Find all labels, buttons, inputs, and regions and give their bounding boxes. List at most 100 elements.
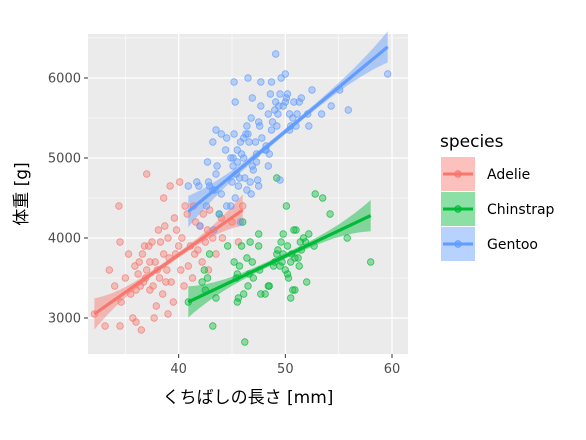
data-point xyxy=(146,258,154,266)
data-point xyxy=(297,94,305,102)
data-point xyxy=(194,246,202,254)
data-point xyxy=(252,158,261,166)
data-point xyxy=(319,194,327,202)
data-point xyxy=(237,150,246,158)
data-point xyxy=(159,250,168,258)
data-point xyxy=(255,230,263,238)
data-point xyxy=(249,166,257,174)
data-point xyxy=(273,122,281,130)
data-point xyxy=(343,234,351,242)
data-point xyxy=(169,298,177,306)
data-point xyxy=(251,138,260,146)
data-point xyxy=(295,262,303,270)
data-point xyxy=(151,258,159,266)
data-point xyxy=(167,278,175,286)
data-point xyxy=(177,266,185,274)
data-point xyxy=(244,74,252,82)
data-point xyxy=(217,130,225,138)
data-point xyxy=(152,302,160,310)
data-point xyxy=(255,182,263,190)
data-point xyxy=(295,98,303,106)
data-point xyxy=(281,70,289,78)
data-point xyxy=(274,110,282,118)
data-point xyxy=(202,202,211,210)
x-axis-ticks: 40 50 60 xyxy=(170,354,400,377)
data-point xyxy=(272,50,280,58)
legend-key-point xyxy=(454,170,462,178)
regression-line xyxy=(93,208,244,316)
data-point xyxy=(242,130,250,138)
data-point xyxy=(183,210,191,218)
data-point xyxy=(198,278,206,286)
data-point xyxy=(249,274,257,282)
data-point xyxy=(227,154,235,162)
data-point xyxy=(150,314,158,322)
data-point xyxy=(124,250,133,258)
data-point xyxy=(384,70,392,78)
data-point xyxy=(282,202,291,210)
data-point xyxy=(264,110,272,118)
data-point xyxy=(239,154,248,162)
data-point xyxy=(212,126,220,134)
legend-keys: Adelie Chinstrap Gentoo xyxy=(441,157,555,261)
data-point xyxy=(217,190,225,198)
data-point xyxy=(257,78,265,86)
data-point xyxy=(155,274,164,282)
data-point xyxy=(217,214,225,222)
data-point xyxy=(193,178,201,186)
data-point xyxy=(163,266,171,274)
data-point xyxy=(243,122,251,130)
data-point xyxy=(184,262,192,270)
data-point xyxy=(308,86,316,94)
data-point xyxy=(296,238,304,246)
data-point xyxy=(154,226,163,234)
data-point xyxy=(234,182,243,190)
data-point xyxy=(110,282,119,290)
data-point xyxy=(142,170,151,178)
data-point xyxy=(303,278,311,286)
data-point xyxy=(287,294,295,302)
data-point xyxy=(212,250,220,258)
x-tick-label: 40 xyxy=(170,362,187,377)
data-point xyxy=(248,258,256,266)
legend-key-point xyxy=(454,205,462,213)
data-point xyxy=(212,294,220,302)
data-point xyxy=(161,222,169,230)
data-point xyxy=(236,218,245,226)
data-point xyxy=(305,122,313,130)
data-point xyxy=(158,290,167,298)
data-point xyxy=(231,98,239,106)
data-point xyxy=(205,250,214,258)
data-point xyxy=(172,226,181,234)
data-point xyxy=(264,282,272,290)
data-point xyxy=(230,258,238,266)
data-point xyxy=(174,242,183,250)
data-point xyxy=(101,322,109,330)
data-point xyxy=(221,146,230,154)
data-point xyxy=(327,102,335,110)
data-point xyxy=(264,162,272,170)
data-point xyxy=(246,238,254,246)
data-point xyxy=(257,290,265,298)
data-point xyxy=(277,238,285,246)
data-point xyxy=(231,194,239,202)
legend: species Adelie Chinstrap Gentoo xyxy=(440,132,555,261)
data-point xyxy=(239,290,248,298)
data-point xyxy=(283,270,292,278)
data-point xyxy=(126,290,135,298)
data-point xyxy=(215,210,223,218)
legend-key-point xyxy=(454,240,462,248)
data-point xyxy=(166,182,174,190)
data-point xyxy=(256,122,264,130)
data-point xyxy=(212,170,220,178)
data-point xyxy=(230,130,238,138)
major-gridlines xyxy=(88,34,408,354)
data-point xyxy=(115,202,123,210)
data-point xyxy=(195,182,203,190)
data-point xyxy=(257,102,265,110)
data-point xyxy=(200,266,208,274)
data-point xyxy=(196,222,204,230)
data-point xyxy=(292,226,300,234)
data-point xyxy=(117,298,125,306)
